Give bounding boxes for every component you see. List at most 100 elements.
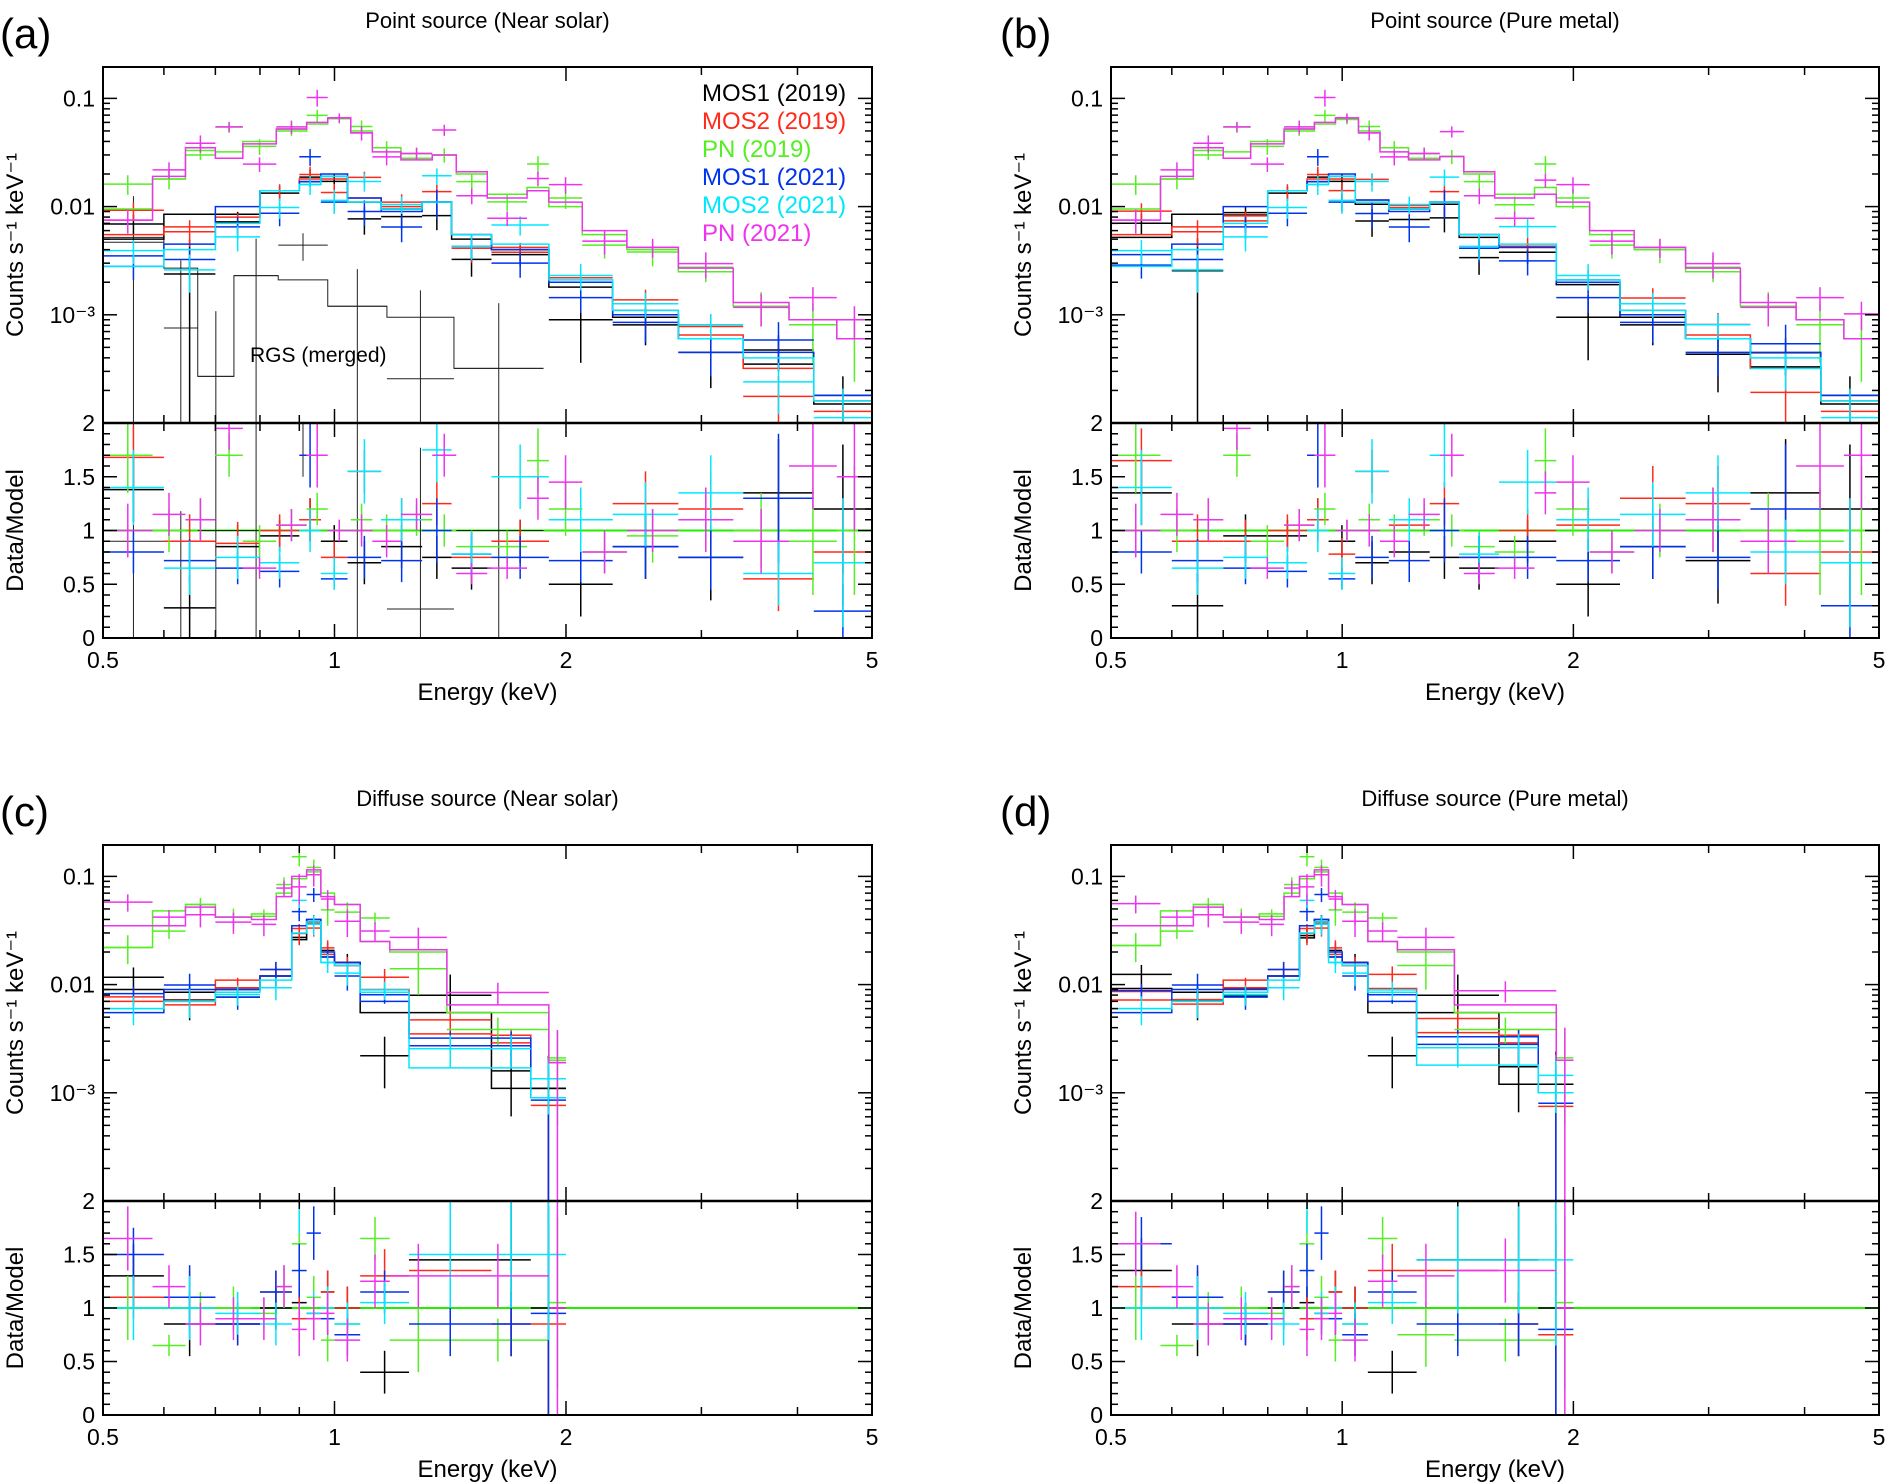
plot-frame	[102, 66, 873, 639]
y-axis-label: Counts s⁻¹ keV⁻¹	[2, 153, 29, 337]
plot-frame	[102, 844, 873, 1416]
panel-d: (d) Diffuse source (Pure metal) Energy (ke…	[1000, 786, 1885, 1482]
x-tick-label: 2	[1567, 647, 1580, 673]
legend: MOS1 (2019)MOS2 (2019)PN (2019)MOS1 (202…	[702, 80, 846, 247]
x-tick-label: 2	[560, 1424, 573, 1450]
x-tick-label: 5	[866, 647, 879, 673]
y-tick-label: 10⁻³	[1058, 302, 1104, 328]
ratio-tick-label: 1.5	[63, 1242, 95, 1268]
y-tick-label: 0.01	[50, 194, 95, 220]
panel-letter: (b)	[1000, 10, 1051, 57]
x-tick-label: 1	[328, 647, 341, 673]
panel-title: Point source (Near solar)	[365, 8, 610, 33]
y-tick-label: 0.1	[63, 85, 95, 111]
ratio-tick-label: 0	[82, 1402, 95, 1428]
model-line	[103, 921, 566, 1099]
model-line	[1111, 173, 1879, 397]
y-tick-label: 0.01	[1058, 194, 1103, 220]
legend-item: MOS2 (2019)	[702, 108, 846, 135]
x-tick-label: 2	[560, 647, 573, 673]
ratio-tick-label: 1	[82, 1295, 95, 1321]
ratio-tick-label: 0.5	[63, 1349, 95, 1375]
panel-letter: (c)	[0, 788, 49, 835]
model-line	[103, 175, 872, 402]
legend-item: MOS2 (2021)	[702, 192, 846, 219]
ratio-tick-label: 1	[82, 518, 95, 544]
x-tick-label: 1	[328, 1424, 341, 1450]
spectrum-plot	[1111, 848, 1574, 1201]
x-axis-label: Energy (keV)	[417, 1456, 557, 1482]
model-line	[1111, 175, 1879, 402]
ratio-plot	[1111, 423, 1879, 638]
spectrum-plot	[1111, 89, 1879, 423]
legend-item: PN (2021)	[702, 220, 811, 247]
y-tick-label: 0.01	[1058, 972, 1103, 998]
y-tick-label: 0.1	[1071, 85, 1103, 111]
x-axis-label: Energy (keV)	[1425, 679, 1565, 706]
ratio-tick-label: 0	[1090, 625, 1103, 651]
plot-frame	[1110, 844, 1880, 1416]
x-axis-label: Energy (keV)	[1425, 1456, 1565, 1482]
ratio-plot	[103, 423, 872, 638]
x-tick-label: 0.5	[1095, 647, 1127, 673]
ratio-tick-label: 2	[82, 410, 95, 436]
ratio-tick-label: 2	[82, 1188, 95, 1214]
spectrum-plot	[103, 848, 566, 1201]
ratio-tick-label: 1.5	[63, 464, 95, 490]
y-tick-label: 0.01	[50, 972, 95, 998]
y-tick-label: 10⁻³	[50, 302, 96, 328]
legend-item: MOS1 (2021)	[702, 164, 846, 191]
legend-item: MOS1 (2019)	[702, 80, 846, 107]
panel-c: (c) Diffuse source (Near solar) Energy (ke…	[0, 786, 878, 1482]
rgs-annotation: RGS (merged)	[250, 344, 387, 367]
panel-title: Point source (Pure metal)	[1370, 8, 1619, 33]
ratio-tick-label: 0.5	[1071, 571, 1103, 597]
panel-title: Diffuse source (Near solar)	[356, 786, 618, 811]
plot-frame	[1110, 66, 1880, 639]
x-axis-label: Energy (keV)	[417, 679, 557, 706]
ratio-plot	[103, 1201, 872, 1415]
ratio-tick-label: 0	[1090, 1402, 1103, 1428]
ratio-tick-label: 1.5	[1071, 1242, 1103, 1268]
model-line	[1111, 175, 1879, 405]
x-tick-label: 2	[1567, 1424, 1580, 1450]
model-line	[1111, 869, 1574, 1061]
y-tick-label: 10⁻³	[1058, 1080, 1104, 1106]
y-axis-label: Counts s⁻¹ keV⁻¹	[1010, 153, 1037, 337]
model-line	[103, 918, 566, 1090]
panel-b: (b) Point source (Pure metal) Energy (keV)…	[1000, 8, 1885, 706]
y-axis-label: Counts s⁻¹ keV⁻¹	[1010, 931, 1037, 1115]
panel-a: (a) Point source (Near solar) Energy (keV)…	[0, 8, 878, 706]
spectrum-plot	[103, 89, 872, 423]
y-axis-label: Counts s⁻¹ keV⁻¹	[2, 931, 29, 1115]
ratio-axis-label: Data/Model	[1010, 469, 1037, 592]
panel-letter: (d)	[1000, 788, 1051, 835]
y-tick-label: 10⁻³	[50, 1080, 96, 1106]
y-tick-label: 0.1	[1071, 863, 1103, 889]
ratio-axis-label: Data/Model	[2, 469, 29, 592]
ratio-tick-label: 1.5	[1071, 464, 1103, 490]
legend-item: PN (2019)	[702, 136, 811, 163]
panel-letter: (a)	[0, 10, 51, 57]
x-tick-label: 1	[1336, 1424, 1349, 1450]
ratio-tick-label: 0.5	[63, 571, 95, 597]
y-tick-label: 0.1	[63, 863, 95, 889]
x-tick-label: 0.5	[1095, 1424, 1127, 1450]
model-line	[103, 869, 566, 1064]
ratio-tick-label: 1	[1090, 1295, 1103, 1321]
x-tick-label: 1	[1336, 647, 1349, 673]
ratio-axis-label: Data/Model	[2, 1247, 29, 1370]
x-tick-label: 5	[866, 1424, 879, 1450]
model-line	[103, 117, 872, 340]
ratio-tick-label: 0.5	[1071, 1349, 1103, 1375]
model-line	[1111, 117, 1879, 340]
x-tick-label: 5	[1873, 647, 1886, 673]
ratio-axis-label: Data/Model	[1010, 1247, 1037, 1370]
ratio-tick-label: 0	[82, 625, 95, 651]
panel-title: Diffuse source (Pure metal)	[1361, 786, 1628, 811]
ratio-tick-label: 1	[1090, 518, 1103, 544]
x-tick-label: 0.5	[87, 647, 119, 673]
ratio-tick-label: 2	[1090, 410, 1103, 436]
x-tick-label: 0.5	[87, 1424, 119, 1450]
